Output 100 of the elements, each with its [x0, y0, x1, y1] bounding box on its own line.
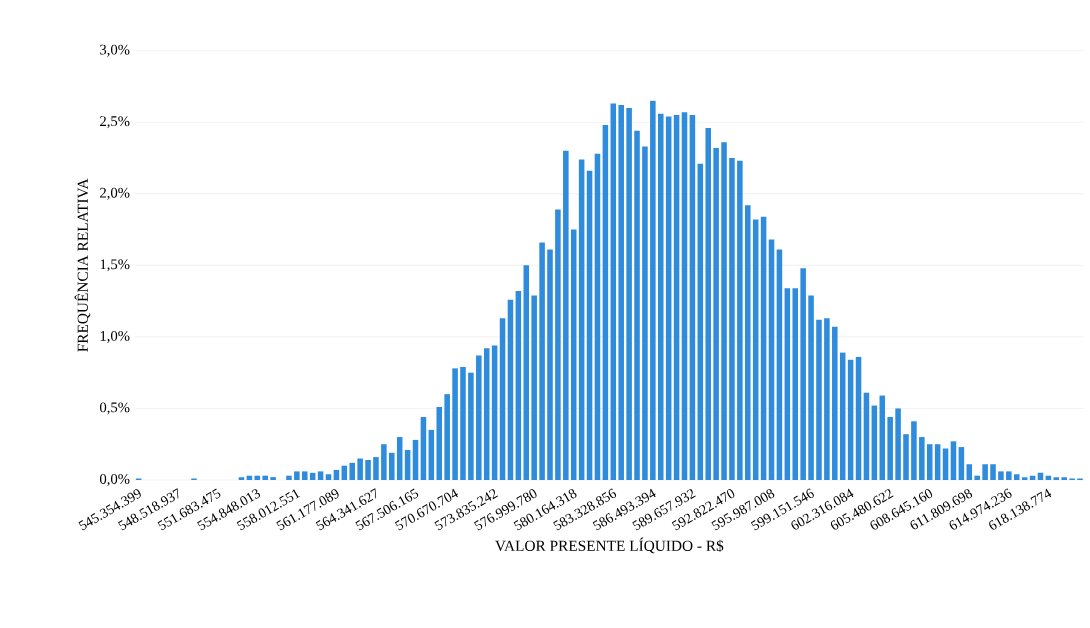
bar	[404, 449, 411, 480]
bar	[626, 107, 632, 480]
bar	[760, 216, 767, 480]
bar	[657, 113, 664, 480]
bar	[855, 356, 862, 480]
bar	[570, 229, 577, 480]
bar	[531, 295, 537, 480]
bar	[1053, 477, 1060, 480]
bar	[689, 115, 696, 480]
bar	[563, 150, 569, 480]
bar	[871, 405, 878, 480]
bar	[958, 447, 965, 480]
bar	[610, 103, 617, 480]
bar	[705, 127, 711, 480]
bar	[847, 359, 854, 480]
bar	[594, 153, 601, 480]
bar	[365, 459, 371, 480]
bar	[373, 457, 379, 480]
x-axis-title: VALOR PRESENTE LÍQUIDO - R$	[495, 537, 724, 554]
bar	[428, 429, 435, 480]
bar	[673, 115, 680, 480]
bar	[839, 352, 846, 480]
y-tick-label: 1,0%	[100, 330, 130, 343]
bar	[745, 205, 751, 480]
bar	[950, 441, 957, 480]
bar	[357, 458, 363, 480]
bar	[381, 444, 387, 480]
bar	[926, 444, 933, 480]
bar	[895, 408, 901, 480]
bar	[515, 291, 522, 480]
y-tick-label: 2,5%	[100, 116, 130, 129]
bar	[325, 474, 332, 480]
bar	[665, 116, 672, 480]
bar	[721, 142, 727, 480]
bar	[602, 125, 609, 480]
bar	[776, 249, 783, 480]
y-tick-label: 0,5%	[99, 402, 130, 415]
bar	[523, 265, 530, 480]
bar	[286, 475, 292, 480]
bar	[982, 464, 988, 480]
bar	[713, 147, 719, 480]
bar	[302, 471, 308, 480]
bar	[389, 452, 395, 480]
bar	[998, 471, 1004, 480]
bar	[792, 288, 799, 480]
bar	[832, 326, 838, 480]
y-axis-title: FREQUÊNCIA RELATIVA	[74, 178, 91, 352]
bar	[452, 368, 458, 480]
bar	[966, 464, 973, 480]
bar	[911, 421, 917, 480]
bar	[507, 299, 514, 480]
bar	[1013, 474, 1020, 480]
bar	[578, 159, 585, 480]
bar	[555, 209, 561, 480]
bar	[468, 372, 474, 480]
bar	[262, 475, 268, 480]
bar	[697, 163, 704, 480]
bar	[1006, 471, 1012, 480]
bar	[436, 407, 443, 480]
bar	[737, 160, 743, 480]
bar	[396, 437, 403, 480]
bar	[650, 100, 656, 480]
bar	[491, 345, 498, 480]
bar	[294, 471, 300, 480]
bar	[412, 439, 419, 480]
bar	[800, 268, 806, 480]
bar	[317, 471, 324, 480]
bar	[934, 444, 941, 480]
bar	[824, 318, 830, 480]
bar	[887, 417, 893, 480]
bar	[333, 469, 340, 480]
bar	[919, 437, 925, 480]
bar	[238, 477, 245, 480]
bar	[681, 112, 688, 480]
bar	[974, 475, 980, 480]
bar	[499, 318, 506, 480]
bar	[808, 295, 814, 480]
y-tick-label: 1,5%	[100, 259, 130, 272]
bar	[903, 434, 909, 480]
bar	[784, 288, 791, 480]
bar	[444, 394, 450, 480]
bar	[642, 146, 648, 480]
bar	[752, 219, 759, 480]
bar	[483, 348, 490, 480]
bar	[729, 157, 735, 480]
bar	[349, 462, 355, 480]
bar	[460, 366, 466, 480]
bar	[816, 319, 822, 480]
bar	[420, 417, 427, 480]
bar	[1021, 477, 1028, 480]
bar	[270, 477, 276, 480]
bar	[634, 130, 640, 480]
bar	[586, 170, 593, 480]
y-tick-label: 2,0%	[100, 187, 130, 200]
bar	[1061, 477, 1067, 480]
bar	[768, 239, 775, 480]
bar	[539, 242, 545, 480]
bar	[547, 249, 553, 480]
bar	[618, 105, 624, 480]
bar	[879, 395, 886, 480]
